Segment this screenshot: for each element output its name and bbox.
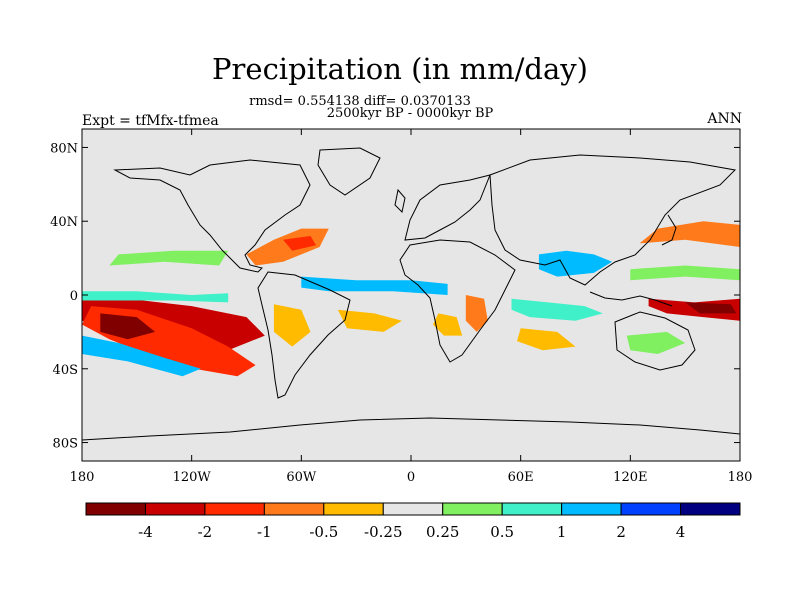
- colorbar-swatch: [501, 502, 563, 516]
- anomaly-africa-east-dry: [465, 295, 488, 332]
- colorbar: -4 -2 -1 -0.5 -0.25 0.25 0.5 1 2 4: [85, 502, 741, 541]
- coastline-europe: [404, 174, 491, 241]
- axes: 180 120W 60W 0 60E 120E 180 80N 40N 0 40S 80S: [50, 128, 753, 485]
- colorbar-label: -1: [257, 523, 272, 541]
- anomaly-gulf-dry-core: [283, 236, 316, 251]
- anomaly-south-atlantic-dry: [337, 309, 402, 332]
- map-layer: [82, 129, 740, 461]
- anomaly-indian-ocean-wet: [511, 298, 603, 321]
- coastline-australia: [614, 311, 696, 371]
- colorbar-label: -0.25: [364, 523, 402, 541]
- x-tick-label: 180: [70, 470, 95, 485]
- anomaly-north-pacific-green: [109, 250, 229, 266]
- coastlines: [81, 147, 741, 441]
- anomaly-north-west-pacific-green: [630, 265, 740, 281]
- colorbar-swatch: [144, 502, 206, 516]
- colorbar-swatch: [204, 502, 265, 516]
- y-tick-label: 80S: [53, 437, 78, 452]
- colorbar-label: 2: [616, 523, 626, 541]
- anomaly-west-pacific-core: [685, 302, 737, 314]
- coastline-japan: [661, 214, 677, 246]
- x-tick-label: 0: [407, 470, 415, 485]
- colorbar-swatch: [323, 502, 384, 516]
- colorbar-swatch: [382, 502, 444, 516]
- colorbar-swatch: [620, 502, 682, 516]
- anomaly-south-pacific-moist-band: [82, 335, 201, 377]
- anomaly-equatorial-pacific-wet: [82, 291, 229, 303]
- colorbar-label: -4: [138, 523, 153, 541]
- y-tick-label: 40S: [53, 363, 78, 378]
- colorbar-label: 1: [557, 523, 567, 541]
- coastline-greenland: [317, 147, 381, 196]
- anomaly-africa-south-dry: [432, 313, 463, 336]
- colorbar-label: -0.5: [309, 523, 338, 541]
- x-tick-label: 180: [728, 470, 753, 485]
- chart-title: Precipitation (in mm/day): [212, 52, 588, 86]
- coastline-africa: [399, 239, 516, 363]
- colorbar-swatch: [680, 502, 741, 516]
- chart-period-subtitle: 2500kyr BP - 0000kyr BP: [326, 106, 494, 121]
- colorbar-swatch: [263, 502, 325, 516]
- anomaly-australia-green: [626, 331, 686, 354]
- colorbar-label: 0.5: [490, 523, 514, 541]
- coastline-asia: [489, 154, 737, 286]
- anomaly-south-america-dry: [273, 304, 311, 347]
- coastline-south-america: [257, 271, 351, 399]
- coastline-uk: [394, 188, 406, 214]
- anomaly-india-monsoon-wet: [538, 250, 613, 277]
- colorbar-label: 4: [676, 523, 686, 541]
- experiment-label: Expt = tfMfx-tfmea: [82, 113, 219, 129]
- season-label: ANN: [707, 111, 742, 127]
- y-tick-label: 80N: [50, 141, 78, 156]
- anomaly-south-pacific-core: [100, 313, 156, 340]
- y-tick-label: 40N: [50, 215, 78, 230]
- anomaly-south-indian-dry: [517, 328, 576, 351]
- x-tick-label: 60E: [508, 470, 534, 485]
- x-tick-label: 60W: [286, 470, 317, 485]
- colorbar-swatch: [85, 502, 146, 516]
- colorbar-label: -2: [198, 523, 213, 541]
- colorbar-swatch: [561, 502, 622, 516]
- coastline-north-america: [113, 159, 311, 273]
- coastline-antarctica: [81, 417, 741, 441]
- chart-stats-subtitle: rmsd= 0.554138 diff= 0.0370133: [249, 94, 471, 109]
- anomaly-north-west-pacific-dry: [639, 221, 740, 247]
- anomaly-atlantic-itcz-wet: [301, 276, 448, 295]
- x-tick-label: 120E: [613, 470, 647, 485]
- colorbar-label: 0.25: [426, 523, 459, 541]
- x-tick-label: 120W: [173, 470, 212, 485]
- coastline-indonesia: [589, 291, 673, 307]
- y-tick-label: 0: [70, 289, 78, 304]
- colorbar-swatch: [442, 502, 503, 516]
